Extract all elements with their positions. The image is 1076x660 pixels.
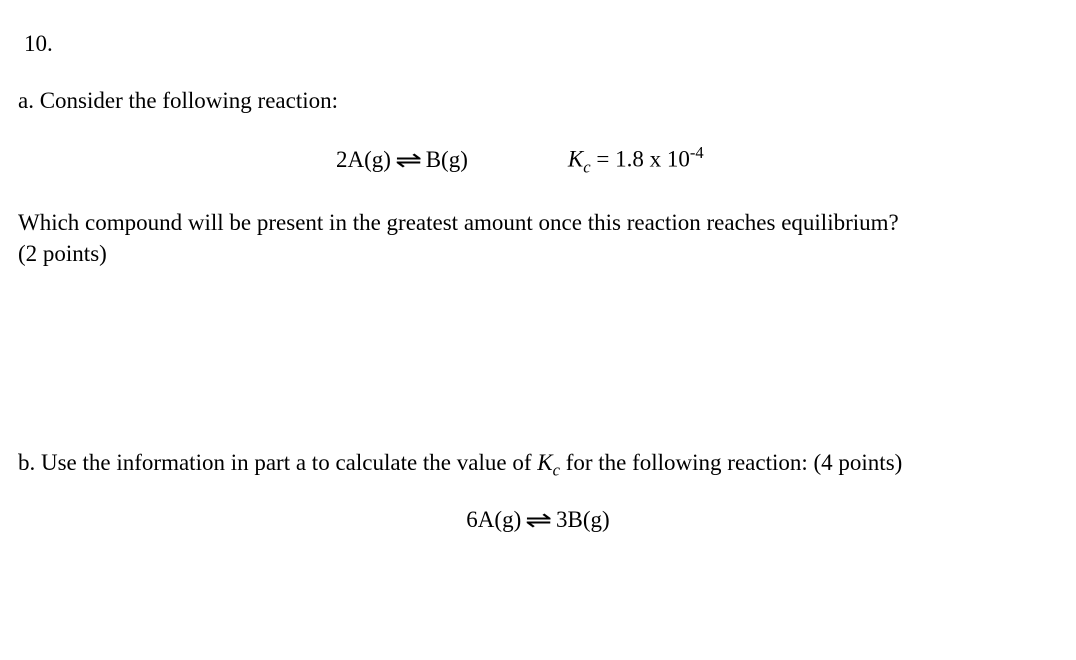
part-b-reaction-row: 6A(g) ⇌ 3B(g) [24,504,1052,535]
kc-subscript: c [583,157,590,176]
equilibrium-arrow-icon: ⇌ [395,145,422,176]
part-a-reaction: 2A(g) ⇌ B(g) [336,144,468,175]
part-b-intro-post: for the following reaction: (4 points) [560,450,902,475]
part-a-question-line1: Which compound will be present in the gr… [18,210,899,235]
kc-symbol: K [568,147,583,172]
part-b-intro-pre: b. Use the information in part a to calc… [18,450,537,475]
part-b-kc-subscript: c [553,460,560,479]
part-b-reaction: 6A(g) ⇌ 3B(g) [466,504,609,535]
part-a-reaction-row: 2A(g) ⇌ B(g) Kc = 1.8 x 10-4 [24,142,1052,179]
exam-question-page: 10. a. Consider the following reaction: … [0,0,1076,660]
part-b-intro: b. Use the information in part a to calc… [18,447,1052,482]
reaction-b-rhs: 3B(g) [556,507,610,532]
part-a-question: Which compound will be present in the gr… [18,207,1052,269]
part-a-kc: Kc = 1.8 x 10-4 [568,142,704,179]
part-a-question-line2: (2 points) [18,241,107,266]
kc-exponent: -4 [690,143,704,162]
reaction-b-lhs: 6A(g) [466,507,521,532]
reaction-a-rhs: B(g) [426,147,468,172]
question-number: 10. [24,28,1052,59]
equilibrium-arrow-icon: ⇌ [525,505,552,536]
part-a-intro: a. Consider the following reaction: [18,85,1052,116]
reaction-a-lhs: 2A(g) [336,147,391,172]
kc-value: = 1.8 x 10 [591,147,690,172]
part-b-kc-symbol: K [537,450,552,475]
